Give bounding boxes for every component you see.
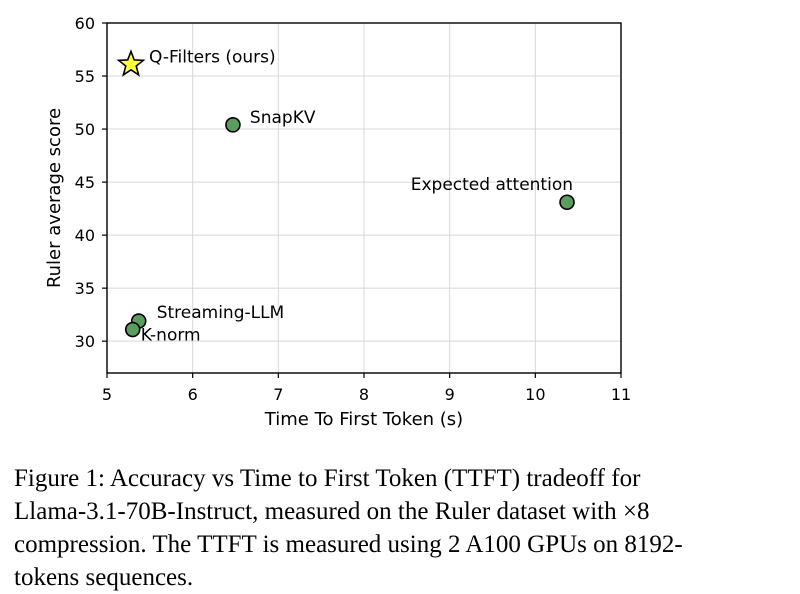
point-label: Q-Filters (ours) bbox=[149, 47, 276, 67]
point-label: K-norm bbox=[141, 326, 201, 346]
scatter-chart: 5 6 7 8 9 10 11 30 35 40 45 50 55 60 Q-Filters (ours)… bbox=[44, 14, 632, 430]
x-tick-label: 9 bbox=[445, 385, 455, 404]
y-tick-label: 45 bbox=[75, 173, 95, 192]
x-tick-label: 6 bbox=[188, 385, 198, 404]
point-layer: Q-Filters (ours) SnapKV Expected attention… bbox=[116, 47, 575, 346]
star-marker bbox=[116, 49, 146, 77]
x-axis-label: Time To First Token (s) bbox=[264, 409, 463, 430]
y-tick-label: 35 bbox=[75, 279, 95, 298]
plot-frame bbox=[106, 22, 622, 374]
y-tick-label: 40 bbox=[75, 226, 95, 245]
x-tick-label: 7 bbox=[273, 385, 283, 404]
x-tick-label: 11 bbox=[611, 385, 631, 404]
point-label: SnapKV bbox=[250, 108, 316, 128]
y-tick-label: 30 bbox=[75, 332, 95, 351]
tick-layer: 5 6 7 8 9 10 11 30 35 40 45 50 55 60 bbox=[75, 14, 632, 404]
x-tick-label: 8 bbox=[359, 385, 369, 404]
scatter-point bbox=[225, 117, 241, 133]
scatter-point bbox=[124, 321, 141, 338]
y-axis-label: Ruler average score bbox=[44, 108, 65, 288]
x-tick-label: 10 bbox=[525, 385, 545, 404]
y-tick-label: 55 bbox=[75, 67, 95, 86]
x-tick-label: 5 bbox=[102, 385, 112, 404]
scatter-point bbox=[559, 194, 575, 211]
point-label: Streaming-LLM bbox=[157, 303, 285, 323]
y-tick-label: 60 bbox=[75, 14, 95, 33]
figure-caption: Figure 1: Accuracy vs Time to First Toke… bbox=[14, 465, 683, 591]
point-label: Expected attention bbox=[411, 175, 573, 195]
y-tick-label: 50 bbox=[75, 120, 95, 139]
